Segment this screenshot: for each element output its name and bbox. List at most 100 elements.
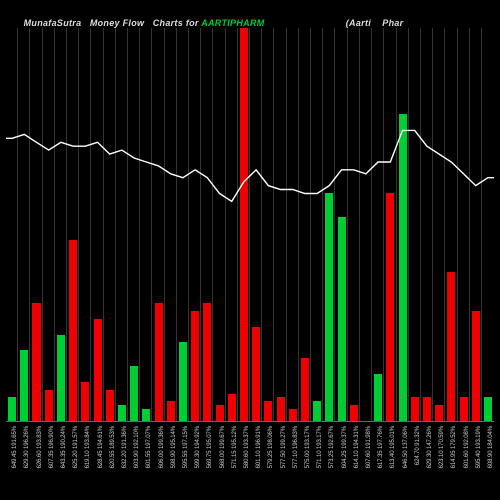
bar-slot: [67, 28, 79, 421]
bar-slot: [360, 28, 372, 421]
x-label: 619.10 193.84%: [85, 426, 91, 468]
bar-slot: [372, 28, 384, 421]
bar-slot: [470, 28, 482, 421]
bar-slot: [128, 28, 140, 421]
x-label: 595.55 197.15%: [183, 426, 189, 468]
x-label: 604.25 199.37%: [342, 426, 348, 468]
bar-slot: [482, 28, 494, 421]
bar: [447, 272, 455, 421]
chart-title: MunafaSutra Money Flow Charts for AARTIP…: [18, 8, 403, 28]
bar-slot: [458, 28, 470, 421]
bar-slot: [91, 28, 103, 421]
bar: [313, 401, 321, 421]
x-label: 628.45 194.61%: [98, 426, 104, 468]
label-slot: 606.00 199.36%: [152, 422, 164, 500]
bar: [216, 405, 224, 421]
label-slot: 571.10 193.17%: [311, 422, 323, 500]
label-slot: 614.10 194.31%: [348, 422, 360, 500]
bar-slot: [348, 28, 360, 421]
bar: [142, 409, 150, 421]
x-label: 629.30 147.26%: [427, 426, 433, 468]
x-label: 575.00 193.17%: [305, 426, 311, 468]
label-slot: 595.55 197.15%: [177, 422, 189, 500]
bar-slot: [30, 28, 42, 421]
label-slot: 613.40 195.01%: [384, 422, 396, 500]
bar: [374, 374, 382, 421]
label-slot: 620.55 189.53%: [104, 422, 116, 500]
x-label: 646.50 137.06%: [403, 426, 409, 468]
x-label: 598.90 195.14%: [171, 426, 177, 468]
bar: [20, 350, 28, 421]
bar-slot: [213, 28, 225, 421]
bar: [277, 397, 285, 421]
bar-slot: [445, 28, 457, 421]
bar: [411, 397, 419, 421]
bar-slot: [79, 28, 91, 421]
bar: [57, 335, 65, 421]
bar: [264, 401, 272, 421]
bar-slot: [384, 28, 396, 421]
bar-slot: [323, 28, 335, 421]
bar-slot: [274, 28, 286, 421]
bar-slot: [433, 28, 445, 421]
x-label: 599.30 194.92%: [195, 426, 201, 468]
label-slot: 573.25 192.67%: [323, 422, 335, 500]
bar: [179, 342, 187, 421]
x-label: 614.95 179.52%: [451, 426, 457, 468]
x-label: 613.40 195.01%: [390, 426, 396, 468]
x-label: 649.45 191.65%: [12, 426, 18, 468]
bar-slot: [287, 28, 299, 421]
bar: [338, 217, 346, 421]
label-slot: 632.20 191.36%: [116, 422, 128, 500]
label-slot: 595.40 193.19%: [470, 422, 482, 500]
label-slot: 603.90 192.10%: [128, 422, 140, 500]
bar-slot: [152, 28, 164, 421]
bar: [484, 397, 492, 421]
bar: [8, 397, 16, 421]
bar: [472, 311, 480, 421]
label-slot: 601.60 192.08%: [458, 422, 470, 500]
bar-slot: [409, 28, 421, 421]
bars-container: [6, 28, 494, 421]
label-slot: 625.20 191.57%: [67, 422, 79, 500]
x-label: 577.10 196.83%: [293, 426, 299, 468]
bar-slot: [201, 28, 213, 421]
x-label: 629.30 196.26%: [24, 426, 30, 468]
bar-slot: [116, 28, 128, 421]
bar-slot: [55, 28, 67, 421]
label-slot: 608.90 184.04%: [482, 422, 494, 500]
label-slot: 580.60 193.37%: [238, 422, 250, 500]
bar-slot: [262, 28, 274, 421]
label-slot: 623.10 170.59%: [433, 422, 445, 500]
label-slot: 607.60 191.98%: [360, 422, 372, 500]
x-label: 625.20 191.57%: [73, 426, 79, 468]
bar: [191, 311, 199, 421]
bar-slot: [311, 28, 323, 421]
label-slot: 646.50 137.06%: [397, 422, 409, 500]
label-slot: 628.45 194.61%: [91, 422, 103, 500]
bar: [45, 390, 53, 421]
x-label: 577.50 199.27%: [281, 426, 287, 468]
label-slot: 571.15 195.12%: [226, 422, 238, 500]
label-slot: 575.00 193.17%: [299, 422, 311, 500]
bar: [81, 382, 89, 421]
x-label: 601.10 196.91%: [256, 426, 262, 468]
x-label: 603.90 192.10%: [134, 426, 140, 468]
bar: [228, 394, 236, 422]
label-slot: 626.60 193.83%: [30, 422, 42, 500]
x-label: 571.10 193.17%: [317, 426, 323, 468]
bar: [252, 327, 260, 421]
x-axis-labels: 649.45 191.65% 629.30 196.26%626.60 193.8…: [6, 422, 494, 500]
label-slot: 649.45 191.65%: [6, 422, 18, 500]
x-label: 607.35 196.90%: [49, 426, 55, 468]
x-label: 571.15 195.12%: [232, 426, 238, 468]
label-slot: 629.30 147.26%: [421, 422, 433, 500]
bar-slot: [140, 28, 152, 421]
bar-slot: [335, 28, 347, 421]
bar-slot: [6, 28, 18, 421]
bar-slot: [238, 28, 250, 421]
bar: [460, 397, 468, 421]
label-slot: 619.10 193.84%: [79, 422, 91, 500]
bar-slot: [250, 28, 262, 421]
bar-slot: [226, 28, 238, 421]
